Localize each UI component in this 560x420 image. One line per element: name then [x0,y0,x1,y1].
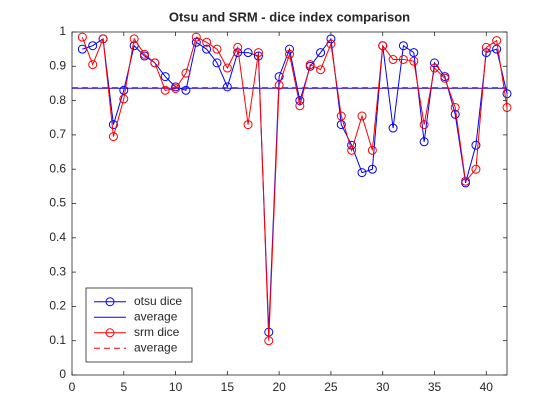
data-point [492,44,502,54]
data-point [212,58,222,68]
data-point [367,164,377,174]
data-point [502,89,512,99]
y-tick-label: 0.2 [49,299,66,313]
data-point [357,111,367,121]
data-point [274,80,284,90]
data-point [378,41,388,51]
data-point [336,111,346,121]
x-tick-label: 0 [69,380,76,394]
data-point [264,336,274,346]
data-point [357,168,367,178]
data-point [430,63,439,73]
data-point [88,60,98,70]
data-point [171,84,181,94]
legend-marker [105,328,115,338]
data-point [191,32,201,42]
y-tick-label: 0 [59,367,66,381]
data-point [202,44,212,54]
data-point [222,63,232,73]
x-tick-label: 40 [480,380,494,394]
data-point [88,41,98,51]
data-point [388,123,398,133]
data-point [388,54,398,64]
data-point [181,68,191,78]
y-tick-label: 0.4 [49,230,66,244]
data-point [212,44,222,54]
data-point [492,36,502,46]
data-point [316,48,326,58]
data-point [440,73,450,83]
y-tick-label: 1 [59,24,66,38]
data-point [409,48,419,58]
data-point [222,82,232,92]
data-point [450,102,460,112]
data-point [398,54,408,64]
data-point [119,85,129,95]
legend [85,287,193,363]
y-tick-label: 0.5 [49,196,66,210]
chart-title: Otsu and SRM - dice index comparison [169,9,410,24]
data-point [295,101,305,111]
data-point [347,145,357,155]
x-tick-label: 20 [272,380,286,394]
x-tick-label: 10 [169,380,183,394]
legend-label: otsu dice [134,294,182,308]
x-tick-label: 25 [324,380,338,394]
legend-label: average [134,309,178,323]
data-point [285,49,294,59]
data-point [243,48,253,58]
data-point [274,72,284,82]
data-point [502,102,512,112]
y-tick-label: 0.8 [49,93,66,107]
data-point [419,120,429,130]
data-point [430,58,439,68]
data-point [471,140,481,150]
legend-label: srm dice [134,325,180,339]
data-point [98,34,108,44]
legend-marker [105,297,115,307]
legend-label: average [134,340,178,354]
data-point [160,85,170,95]
data-point [150,58,160,68]
x-tick-label: 5 [120,380,127,394]
data-point [77,32,87,42]
data-point [233,42,243,52]
x-tick-label: 15 [221,380,235,394]
data-point [316,65,326,75]
data-point [398,41,408,51]
data-point [481,42,491,52]
data-point [202,37,212,47]
y-tick-label: 0.7 [49,127,66,141]
x-tick-label: 35 [428,380,442,394]
series-line [81,36,508,341]
data-point [326,39,336,49]
y-tick-label: 0.3 [49,264,66,278]
data-point [129,34,139,44]
data-point [461,176,471,186]
data-point [409,56,419,66]
data-point [108,120,118,130]
data-point [181,85,191,95]
data-point [243,120,253,130]
y-tick-label: 0.6 [49,161,66,175]
data-point [367,145,377,155]
data-point [253,48,263,58]
data-point [160,72,170,82]
data-point [140,49,149,59]
data-point [305,60,315,70]
y-tick-label: 0.9 [49,58,66,72]
x-tick-label: 30 [376,380,390,394]
data-point [419,137,429,147]
data-point [108,132,118,142]
data-point [336,120,346,130]
data-point [119,94,129,104]
data-point [471,164,481,174]
y-tick-label: 0.1 [49,333,66,347]
